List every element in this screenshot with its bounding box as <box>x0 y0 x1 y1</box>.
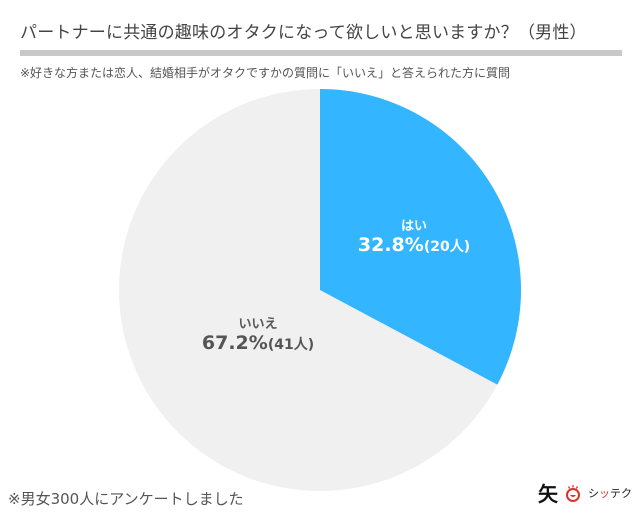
slice-label-no: いいえ 67.2%(41人) <box>202 313 314 354</box>
label-percent: 67.2% <box>201 332 268 354</box>
label-percent: 32.8% <box>357 234 424 256</box>
title-divider <box>20 50 622 56</box>
logo-text: シッテク <box>588 485 632 501</box>
logo-text-red: ッ <box>599 486 610 500</box>
logo-text-b: テク <box>610 486 632 500</box>
chart-subtitle: ※好きな方または恋人、結婚相手がオタクですかの質問に「いいえ」と答えられた方に質… <box>20 66 511 80</box>
label-count: (20人) <box>423 239 471 255</box>
smiley-icon <box>566 484 580 502</box>
label-category: はい <box>400 219 428 234</box>
pie-slice-yes <box>320 89 521 385</box>
brand-logo: 矢 シッテク <box>538 478 632 507</box>
survey-footnote: ※男女300人にアンケートしました <box>8 490 244 508</box>
slice-label-yes: はい 32.8%(20人) <box>358 215 470 256</box>
logo-text-a: シ <box>588 486 599 500</box>
label-count: (41人) <box>267 337 315 353</box>
logo-kanji: 矢 <box>538 482 558 506</box>
chart-title: パートナーに共通の趣味のオタクになって欲しいと思いますか？（男性） <box>20 23 587 43</box>
label-category: いいえ <box>238 317 278 332</box>
